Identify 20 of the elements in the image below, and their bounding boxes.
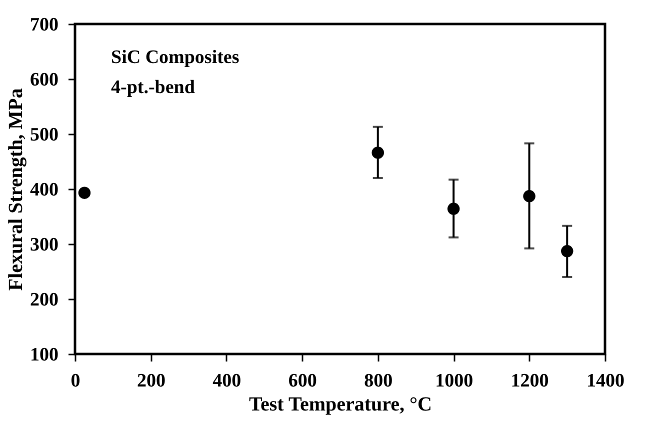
y-tick-label: 400	[30, 180, 58, 200]
x-tick-label: 0	[70, 370, 80, 392]
x-tick-label: 800	[364, 370, 393, 392]
y-tick-label: 200	[30, 290, 58, 310]
x-tick-label: 600	[288, 370, 317, 392]
x-tick-label: 400	[212, 370, 242, 392]
y-tick-label: 100	[30, 344, 58, 366]
y-tick-label: 300	[30, 234, 58, 256]
annotation: SiC Composites	[111, 47, 240, 68]
x-tick-label: 1400	[586, 370, 624, 392]
x-axis-title: Test Temperature, °C	[249, 394, 432, 416]
y-tick-label: 700	[30, 14, 58, 36]
y-axis-title: Flexural Strength, MPa	[5, 88, 27, 291]
annotation: 4-pt.-bend	[111, 77, 196, 98]
x-tick-label: 1000	[435, 370, 474, 392]
x-tick-label: 200	[136, 370, 166, 392]
x-tick-label: 1200	[510, 370, 549, 392]
point	[78, 186, 91, 199]
y-tick-label: 500	[30, 124, 58, 146]
y-tick-label: 600	[30, 70, 58, 90]
